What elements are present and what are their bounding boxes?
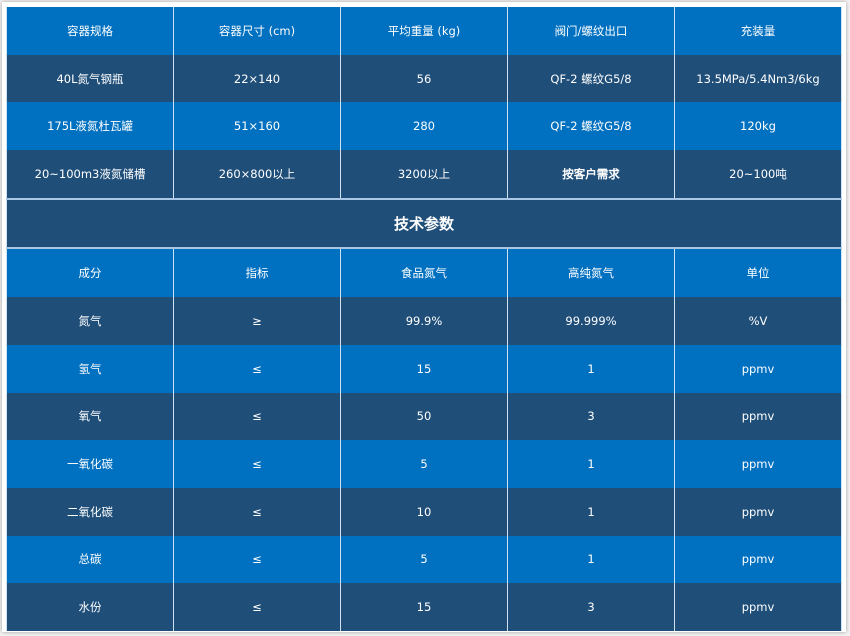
table-cell: 氢气 [6, 344, 174, 393]
table-cell: 20~100吨 [674, 150, 842, 199]
table-cell: 食品氮气 [340, 248, 508, 298]
table-cell: ≤ [173, 583, 341, 631]
table-cell: 总碳 [6, 535, 174, 584]
table-cell: ≤ [173, 487, 341, 536]
table-cell: 平均重量 (kg) [340, 7, 508, 55]
table-cell: 260×800以上 [173, 150, 341, 199]
table-cell: 99.999% [507, 297, 675, 345]
table-cell: 22×140 [173, 54, 341, 103]
table-cell: 56 [340, 54, 508, 103]
tech-header-row: 成分 指标 食品氮气 高纯氮气 单位 [6, 248, 842, 298]
section-title: 技术参数 [6, 197, 842, 250]
section-title-row: 技术参数 [6, 197, 842, 250]
table-row: 二氧化碳 ≤10 1 ppmv [6, 487, 842, 536]
table-cell: 1 [507, 535, 675, 584]
table-cell: 51×160 [173, 102, 341, 151]
table-cell: ≤ [173, 535, 341, 584]
table-row: 40L氮气钢瓶 22×140 56 QF-2 螺纹G5/8 13.5MPa/5.4Nm3… [6, 54, 842, 103]
table-cell: 13.5MPa/5.4Nm3/6kg [674, 54, 842, 103]
table-cell: 二氧化碳 [6, 487, 174, 536]
table-cell: 5 [340, 535, 508, 584]
table-cell: 1 [507, 440, 675, 488]
table-cell: 5 [340, 440, 508, 488]
table-row: 水份 ≤15 3 ppmv [6, 583, 842, 631]
table-row: 175L液氮杜瓦罐 51×160 280 QF-2 螺纹G5/8 120kg [6, 102, 842, 151]
table-cell: 15 [340, 344, 508, 393]
table-cell: ppmv [674, 440, 842, 488]
table-cell: 50 [340, 392, 508, 441]
table-cell: QF-2 螺纹G5/8 [507, 54, 675, 103]
table-cell: 120kg [674, 102, 842, 151]
table-cell: 阀门/螺纹出口 [507, 7, 675, 55]
table-cell: 15 [340, 583, 508, 631]
nitrogen-spec-table: 容器规格 容器尺寸 (cm) 平均重量 (kg) 阀门/螺纹出口 充装量 40L氮气钢瓶 2… [6, 7, 842, 631]
container-header-row: 容器规格 容器尺寸 (cm) 平均重量 (kg) 阀门/螺纹出口 充装量 [6, 7, 842, 55]
table-cell: ppmv [674, 583, 842, 631]
table-cell: 280 [340, 102, 508, 151]
table-cell: 充装量 [674, 7, 842, 55]
table-cell: ppmv [674, 344, 842, 393]
table-cell: 10 [340, 487, 508, 536]
table-row: 氮气 ≥99.9% 99.999% %V [6, 297, 842, 345]
table-cell: QF-2 螺纹G5/8 [507, 102, 675, 151]
table-cell: ≤ [173, 344, 341, 393]
table-row: 总碳 ≤5 1 ppmv [6, 535, 842, 584]
table-cell: ≥ [173, 297, 341, 345]
table-cell: 容器尺寸 (cm) [173, 7, 341, 55]
table-cell: %V [674, 297, 842, 345]
table-cell: 20~100m3液氮储槽 [6, 150, 174, 199]
table-cell: 成分 [6, 248, 174, 298]
table-cell: ppmv [674, 392, 842, 441]
table-cell: 一氧化碳 [6, 440, 174, 488]
table-cell: 3 [507, 392, 675, 441]
table-cell: 40L氮气钢瓶 [6, 54, 174, 103]
table-cell: 氮气 [6, 297, 174, 345]
table-cell: 1 [507, 487, 675, 536]
table-row: 20~100m3液氮储槽 260×800以上 3200以上 按客户需求 20~100吨 [6, 150, 842, 199]
table-row: 氢气 ≤15 1 ppmv [6, 344, 842, 393]
table-cell: 氧气 [6, 392, 174, 441]
table-cell: 按客户需求 [507, 150, 675, 199]
table-row: 一氧化碳 ≤5 1 ppmv [6, 440, 842, 488]
table-cell: 1 [507, 344, 675, 393]
table-cell: ppmv [674, 487, 842, 536]
table-cell: 99.9% [340, 297, 508, 345]
table-cell: ≤ [173, 440, 341, 488]
table-cell: 175L液氮杜瓦罐 [6, 102, 174, 151]
table-cell: ≤ [173, 392, 341, 441]
table-cell: 容器规格 [6, 7, 174, 55]
table-cell: ppmv [674, 535, 842, 584]
table-cell: 水份 [6, 583, 174, 631]
table-cell: 3 [507, 583, 675, 631]
table-cell: 高纯氮气 [507, 248, 675, 298]
table-cell: 单位 [674, 248, 842, 298]
table-cell: 指标 [173, 248, 341, 298]
table-cell: 3200以上 [340, 150, 508, 199]
table-row: 氧气 ≤50 3 ppmv [6, 392, 842, 441]
